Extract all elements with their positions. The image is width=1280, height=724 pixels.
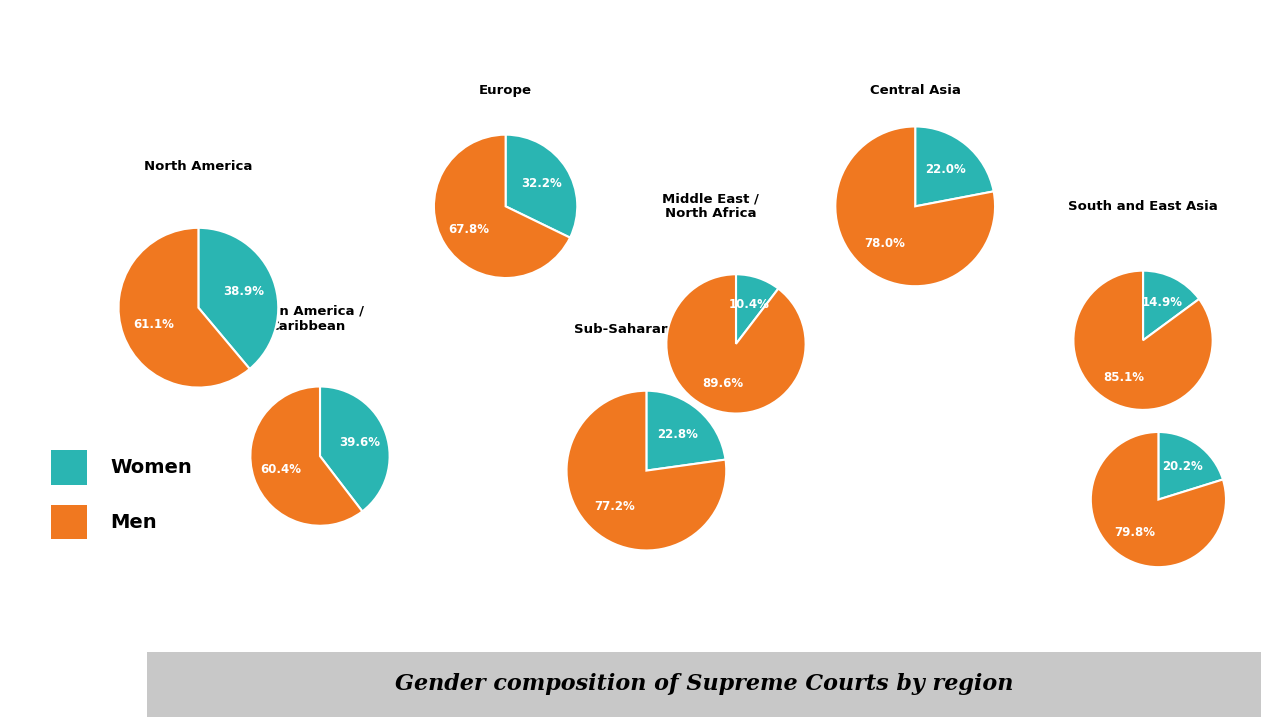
- Text: 38.9%: 38.9%: [223, 285, 264, 298]
- Text: 60.4%: 60.4%: [260, 463, 301, 476]
- Text: Sub-Saharan Africa: Sub-Saharan Africa: [573, 323, 719, 336]
- Text: 22.0%: 22.0%: [925, 163, 966, 176]
- Wedge shape: [736, 274, 778, 344]
- Text: Middle East /
North Africa: Middle East / North Africa: [662, 193, 759, 220]
- Text: South and East Asia: South and East Asia: [1069, 200, 1217, 213]
- Text: Women: Women: [110, 458, 192, 477]
- Text: North America: North America: [145, 160, 252, 173]
- Text: 22.8%: 22.8%: [658, 428, 699, 441]
- Wedge shape: [506, 135, 577, 237]
- Text: 67.8%: 67.8%: [449, 223, 490, 235]
- Text: 89.6%: 89.6%: [701, 377, 744, 390]
- Text: 77.2%: 77.2%: [594, 500, 635, 513]
- Wedge shape: [320, 387, 389, 511]
- Wedge shape: [567, 391, 726, 550]
- Wedge shape: [646, 391, 726, 471]
- Text: 61.1%: 61.1%: [133, 318, 174, 331]
- Text: Men: Men: [110, 513, 156, 531]
- Wedge shape: [434, 135, 570, 278]
- Text: 79.8%: 79.8%: [1114, 526, 1155, 539]
- Wedge shape: [119, 228, 250, 387]
- Text: 85.1%: 85.1%: [1103, 371, 1144, 384]
- Text: 20.2%: 20.2%: [1162, 460, 1203, 473]
- Wedge shape: [198, 228, 278, 369]
- FancyBboxPatch shape: [51, 505, 87, 539]
- Text: 32.2%: 32.2%: [522, 177, 562, 190]
- Wedge shape: [1091, 432, 1226, 567]
- Text: Oceania: Oceania: [1129, 366, 1188, 379]
- Text: 39.6%: 39.6%: [339, 437, 380, 449]
- Text: Latin America /
Caribbean: Latin America / Caribbean: [251, 305, 364, 332]
- Wedge shape: [1158, 432, 1222, 500]
- Text: Europe: Europe: [479, 84, 532, 97]
- Text: Gender composition of Supreme Courts by region: Gender composition of Supreme Courts by …: [394, 673, 1014, 695]
- Wedge shape: [667, 274, 805, 413]
- Wedge shape: [915, 127, 993, 206]
- Text: Central Asia: Central Asia: [870, 84, 960, 97]
- Wedge shape: [836, 127, 995, 286]
- FancyBboxPatch shape: [51, 450, 87, 485]
- Wedge shape: [1143, 271, 1199, 340]
- Text: 10.4%: 10.4%: [730, 298, 769, 311]
- Wedge shape: [251, 387, 362, 526]
- Text: 78.0%: 78.0%: [864, 237, 905, 250]
- FancyBboxPatch shape: [147, 652, 1261, 717]
- Wedge shape: [1074, 271, 1212, 410]
- Text: 14.9%: 14.9%: [1142, 297, 1183, 309]
